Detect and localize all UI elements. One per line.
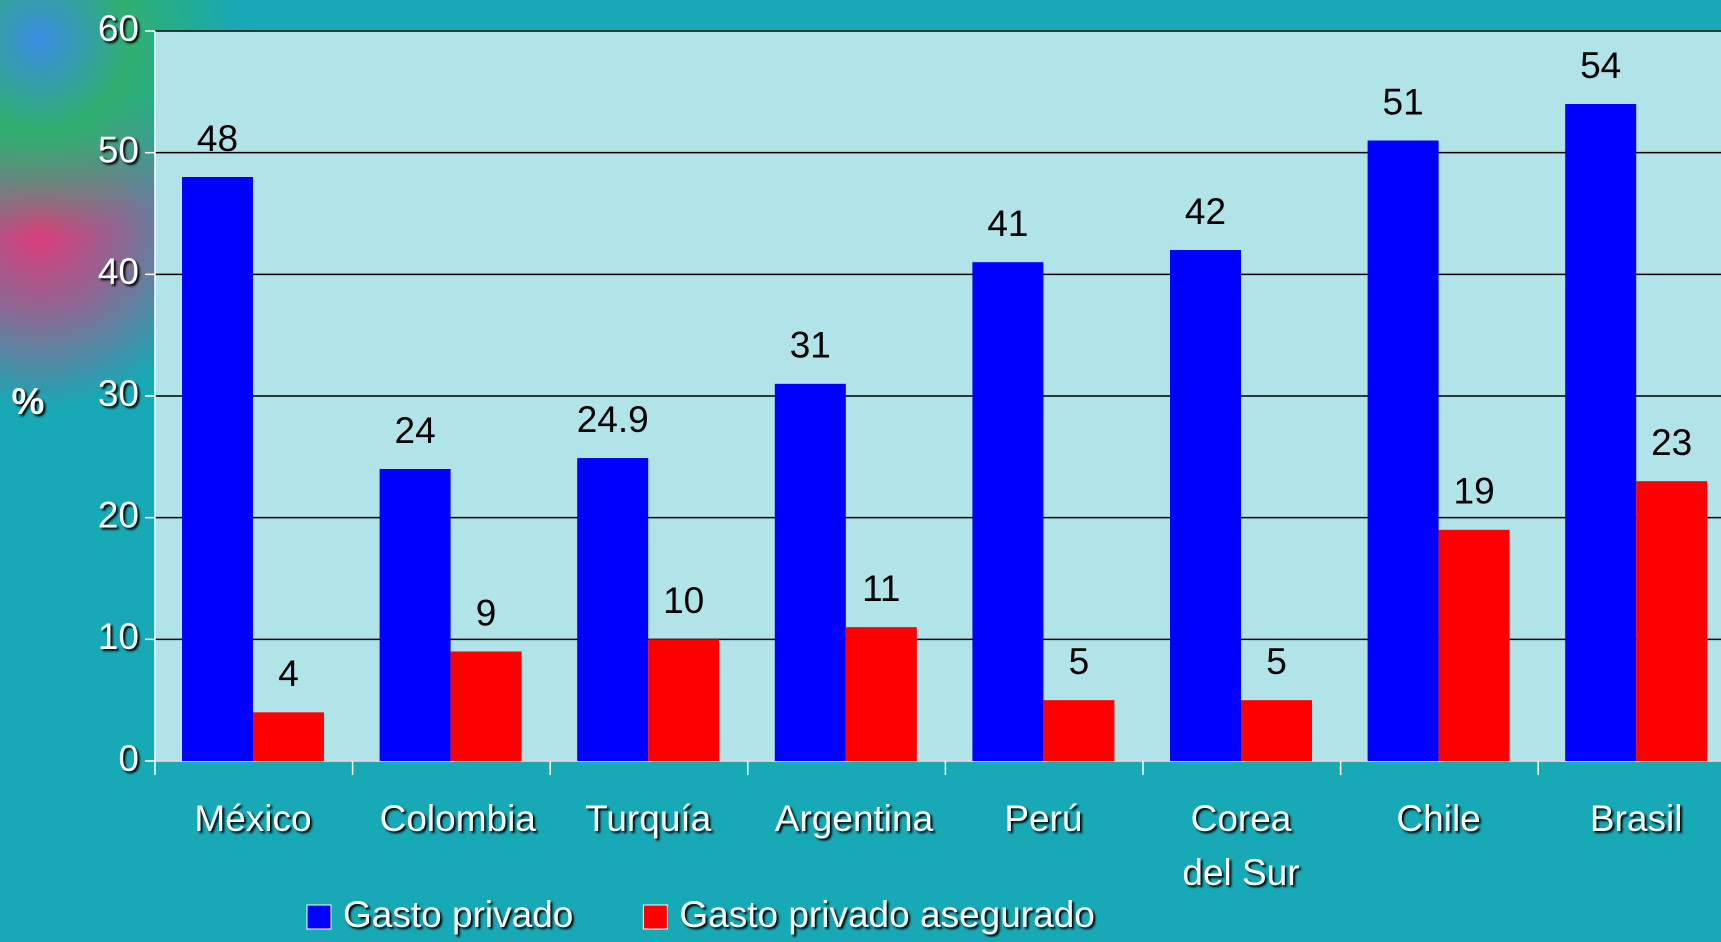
value-label: 10 (663, 580, 704, 621)
value-label: 9 (476, 592, 497, 633)
x-tick-label: Argentina (774, 798, 934, 839)
y-tick-label: 0 (118, 738, 139, 779)
value-label: 42 (1185, 191, 1226, 232)
x-tick-label: Colombia (379, 798, 536, 839)
bar (379, 469, 451, 761)
value-label: 19 (1454, 471, 1495, 512)
x-tick-label: Perú (1004, 798, 1083, 839)
value-label: 54 (1580, 45, 1621, 86)
y-axis-label: % (12, 381, 45, 422)
bar (1170, 250, 1241, 761)
value-label: 48 (197, 118, 238, 159)
x-tick-label: Turquía (585, 798, 712, 839)
x-tick-label: México (194, 798, 312, 839)
bar (1043, 700, 1115, 761)
bar (1636, 481, 1708, 761)
bar (648, 639, 720, 761)
bar (1438, 529, 1510, 761)
bar (1241, 700, 1312, 761)
y-tick-label: 20 (98, 494, 139, 535)
value-label: 24.9 (577, 399, 649, 440)
value-label: 4 (278, 653, 299, 694)
bar (774, 383, 846, 761)
x-tick-label: Brasil (1589, 798, 1683, 839)
legend-label: Gasto privado asegurado (679, 894, 1095, 935)
bar (182, 177, 253, 761)
bar (577, 458, 649, 761)
y-tick-label: 30 (98, 373, 139, 414)
legend-swatch (306, 904, 332, 930)
y-tick-label: 40 (98, 251, 139, 292)
value-label: 31 (790, 325, 831, 366)
value-label: 24 (395, 410, 436, 451)
legend-swatch (642, 904, 668, 930)
y-tick-label: 50 (98, 129, 139, 170)
bar (1565, 104, 1637, 761)
x-tick-label: Chile (1396, 798, 1481, 839)
y-tick-label: 10 (98, 616, 139, 657)
value-label: 23 (1651, 422, 1692, 463)
value-label: 41 (987, 203, 1028, 244)
value-label: 5 (1069, 641, 1090, 682)
bar (450, 651, 522, 761)
legend-label: Gasto privado (343, 894, 573, 935)
value-label: 5 (1266, 641, 1287, 682)
x-tick-label: Corea del Sur (1182, 798, 1300, 893)
bar (845, 627, 917, 761)
value-label: 11 (862, 568, 900, 609)
bar (972, 262, 1044, 761)
value-label: 51 (1383, 81, 1424, 122)
bar (1367, 140, 1439, 761)
y-tick-label: 60 (98, 8, 139, 49)
bar (253, 712, 324, 761)
